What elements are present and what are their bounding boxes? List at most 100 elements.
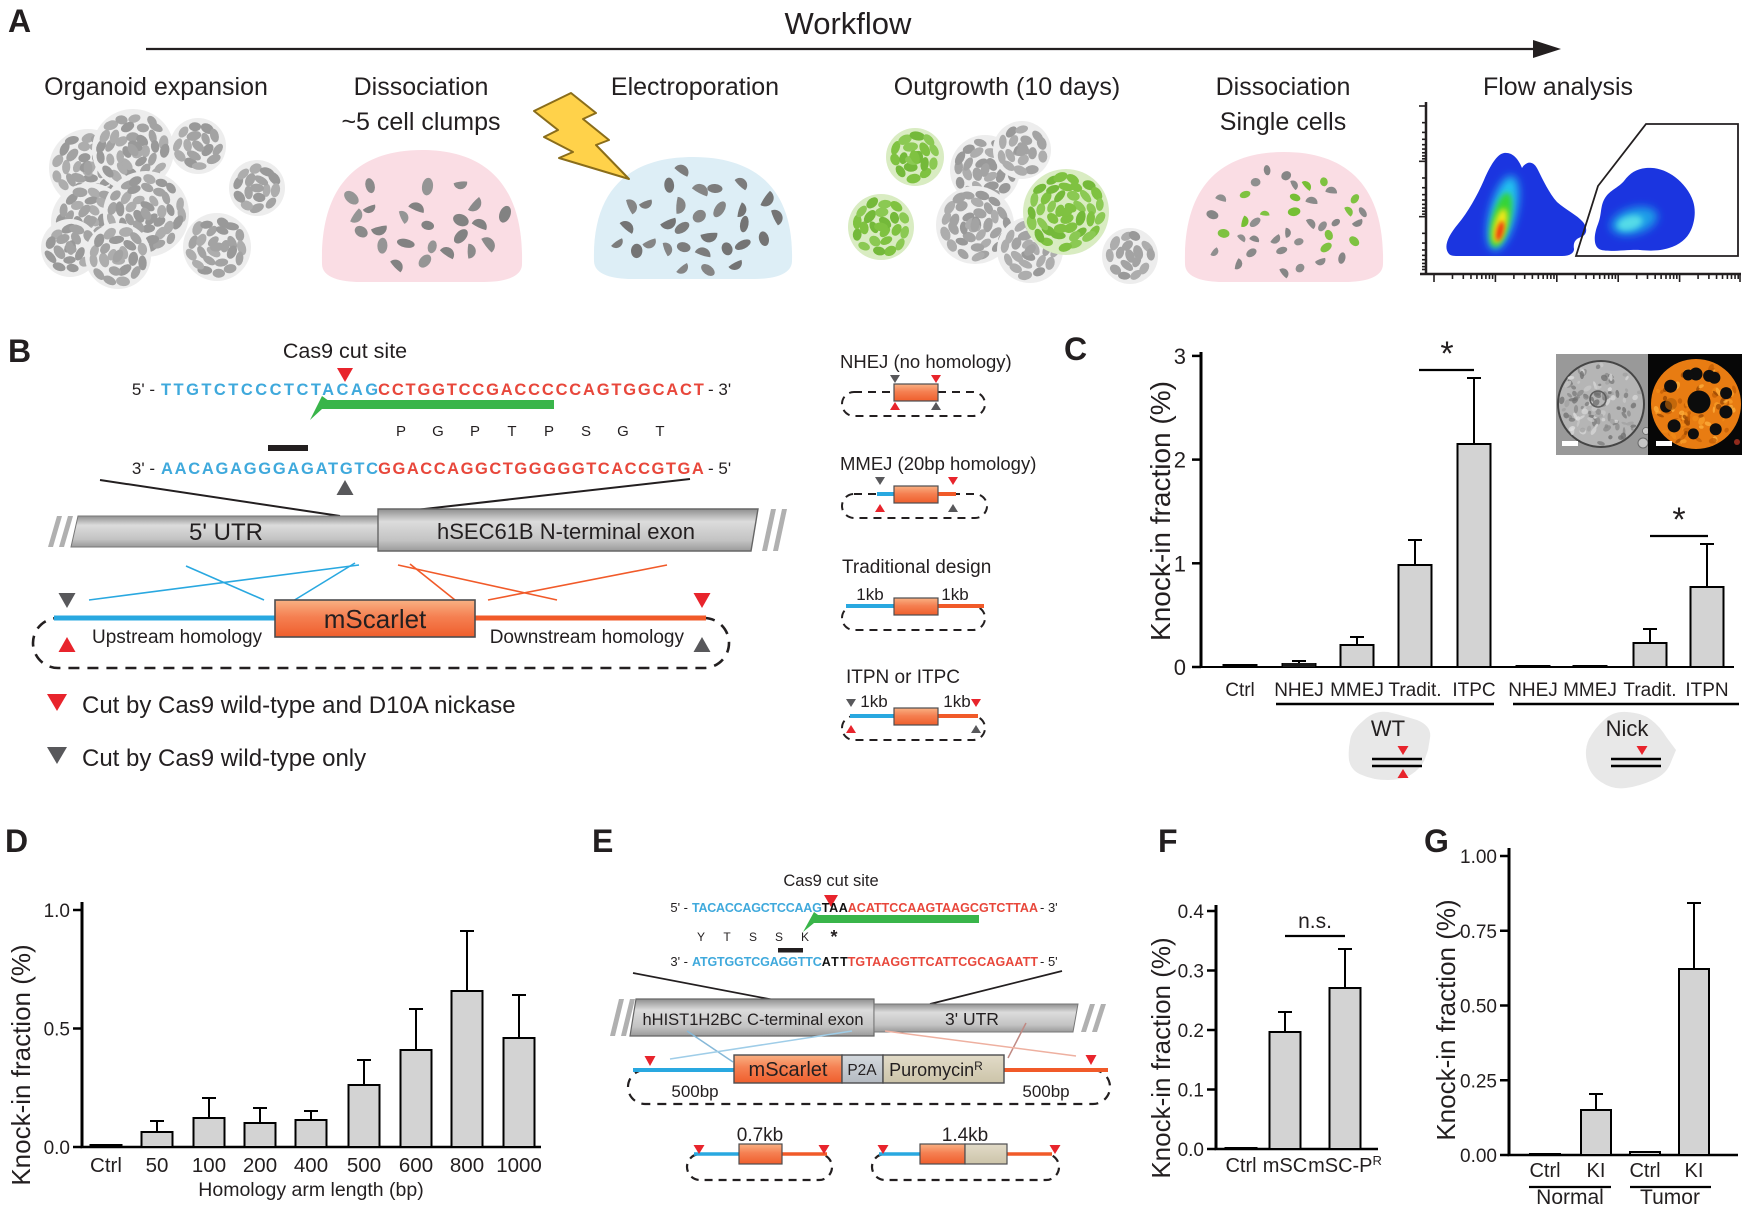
svg-text:- 3': - 3' [1040,900,1058,915]
svg-text:Single cells: Single cells [1220,108,1346,136]
svg-text:NHEJ: NHEJ [1274,680,1324,701]
svg-text:*: * [830,927,837,947]
svg-text:Y: Y [697,930,705,944]
svg-text:0.2: 0.2 [1178,1021,1204,1042]
svg-text:3' -: 3' - [132,459,155,478]
svg-text:400: 400 [294,1154,328,1177]
svg-text:3' -: 3' - [670,954,688,969]
svg-text:Knock-in fraction (%): Knock-in fraction (%) [1431,899,1461,1140]
svg-text:P: P [396,423,406,440]
svg-text:0.50: 0.50 [1460,997,1497,1018]
svg-text:ITPN or ITPC: ITPN or ITPC [846,667,960,688]
svg-text:- 3': - 3' [708,380,731,399]
svg-text:Ctrl: Ctrl [1225,1155,1256,1177]
svg-text:*: * [1672,501,1685,539]
svg-text:1kb: 1kb [860,692,887,711]
svg-text:Cut by Cas9 wild-type only: Cut by Cas9 wild-type only [82,745,366,772]
svg-text:G: G [617,423,629,440]
svg-text:1000: 1000 [496,1154,542,1177]
svg-text:Tradit.: Tradit. [1623,680,1676,701]
svg-text:P: P [470,423,480,440]
svg-text:S: S [775,930,783,944]
svg-text:Nick: Nick [1606,716,1650,741]
svg-text:P: P [544,423,554,440]
svg-text:T: T [723,930,731,944]
svg-text:ITPN: ITPN [1685,680,1728,701]
svg-text:T: T [507,423,516,440]
svg-text:G: G [432,423,444,440]
svg-text:1.4kb: 1.4kb [942,1125,988,1146]
svg-text:AACAGAGGGAGATGTC: AACAGAGGGAGATGTC [161,460,378,478]
svg-text:Homology arm length (bp): Homology arm length (bp) [198,1179,423,1201]
svg-text:800: 800 [450,1154,484,1177]
svg-text:0.0: 0.0 [1178,1140,1204,1161]
svg-text:200: 200 [243,1154,277,1177]
svg-text:Outgrowth (10 days): Outgrowth (10 days) [894,73,1121,101]
svg-text:KI: KI [1587,1160,1606,1182]
svg-text:Cas9 cut site: Cas9 cut site [283,339,407,363]
svg-text:Tradit.: Tradit. [1388,680,1441,701]
svg-text:A: A [8,3,31,39]
svg-text:0.00: 0.00 [1460,1146,1497,1167]
svg-text:n.s.: n.s. [1298,910,1332,933]
svg-text:5' -: 5' - [670,900,688,915]
svg-text:KI: KI [1685,1160,1704,1182]
svg-text:0.25: 0.25 [1460,1071,1497,1092]
svg-text:Electroporation: Electroporation [611,73,779,101]
svg-text:Workflow: Workflow [785,6,913,41]
svg-text:- 5': - 5' [1040,954,1058,969]
svg-text:P2A: P2A [847,1062,877,1079]
svg-text:0.3: 0.3 [1178,962,1204,983]
svg-text:500bp: 500bp [671,1082,718,1101]
svg-text:F: F [1158,823,1178,859]
svg-text:~5 cell clumps: ~5 cell clumps [341,108,500,136]
svg-text:Ctrl: Ctrl [1529,1160,1560,1182]
svg-text:PuromycinR: PuromycinR [889,1059,983,1080]
svg-text:K: K [801,930,809,944]
svg-text:Dissociation: Dissociation [354,73,489,101]
svg-text:Upstream homology: Upstream homology [92,627,263,648]
svg-text:0.5: 0.5 [44,1020,70,1041]
svg-text:Knock-in fraction (%): Knock-in fraction (%) [1146,937,1176,1178]
svg-text:TACACCAGCTCCAAG: TACACCAGCTCCAAG [692,901,822,915]
svg-text:Organoid expansion: Organoid expansion [44,73,268,101]
svg-text:C: C [1064,331,1087,367]
svg-text:WT: WT [1371,716,1405,741]
svg-text:0.1: 0.1 [1178,1081,1204,1102]
svg-text:ACATTCCAAGTAAGCGTCTTAA: ACATTCCAAGTAAGCGTCTTAA [848,901,1038,915]
svg-text:mSC: mSC [1263,1155,1307,1177]
svg-text:Normal: Normal [1536,1186,1604,1205]
svg-text:0.75: 0.75 [1460,922,1497,943]
svg-text:B: B [8,333,31,369]
svg-text:0.4: 0.4 [1178,902,1205,923]
svg-text:1kb: 1kb [943,692,970,711]
svg-text:Tumor: Tumor [1640,1186,1700,1205]
svg-text:1.0: 1.0 [44,901,70,922]
svg-text:1.00: 1.00 [1460,847,1497,868]
svg-text:ATGTGGTCGAGGTTC: ATGTGGTCGAGGTTC [692,955,822,969]
svg-text:NHEJ (no homology): NHEJ (no homology) [840,351,1012,372]
svg-text:MMEJ: MMEJ [1330,680,1384,701]
svg-text:Cut by Cas9 wild-type and D10A: Cut by Cas9 wild-type and D10A nickase [82,692,516,719]
svg-text:0: 0 [1174,655,1186,680]
svg-text:ATT: ATT [822,955,848,969]
svg-text:Knock-in fraction (%): Knock-in fraction (%) [6,944,36,1185]
svg-text:100: 100 [192,1154,226,1177]
svg-text:TAA: TAA [822,901,848,915]
svg-text:0.0: 0.0 [44,1138,70,1159]
svg-text:5' -: 5' - [132,380,155,399]
svg-text:D: D [5,823,28,859]
svg-text:500bp: 500bp [1022,1082,1069,1101]
svg-text:TTGTCTCCCTCTACAG: TTGTCTCCCTCTACAG [161,381,378,399]
svg-text:S: S [581,423,591,440]
svg-text:Downstream homology: Downstream homology [490,627,685,648]
svg-text:2: 2 [1174,448,1186,473]
svg-text:Ctrl: Ctrl [1629,1160,1660,1182]
svg-text:600: 600 [399,1154,433,1177]
svg-text:Cas9 cut site: Cas9 cut site [783,872,878,890]
svg-text:mScarlet: mScarlet [749,1059,828,1081]
svg-text:hSEC61B N-terminal exon: hSEC61B N-terminal exon [437,519,695,544]
svg-text:0.7kb: 0.7kb [737,1125,783,1146]
svg-text:5' UTR: 5' UTR [189,519,263,546]
svg-text:500: 500 [347,1154,381,1177]
